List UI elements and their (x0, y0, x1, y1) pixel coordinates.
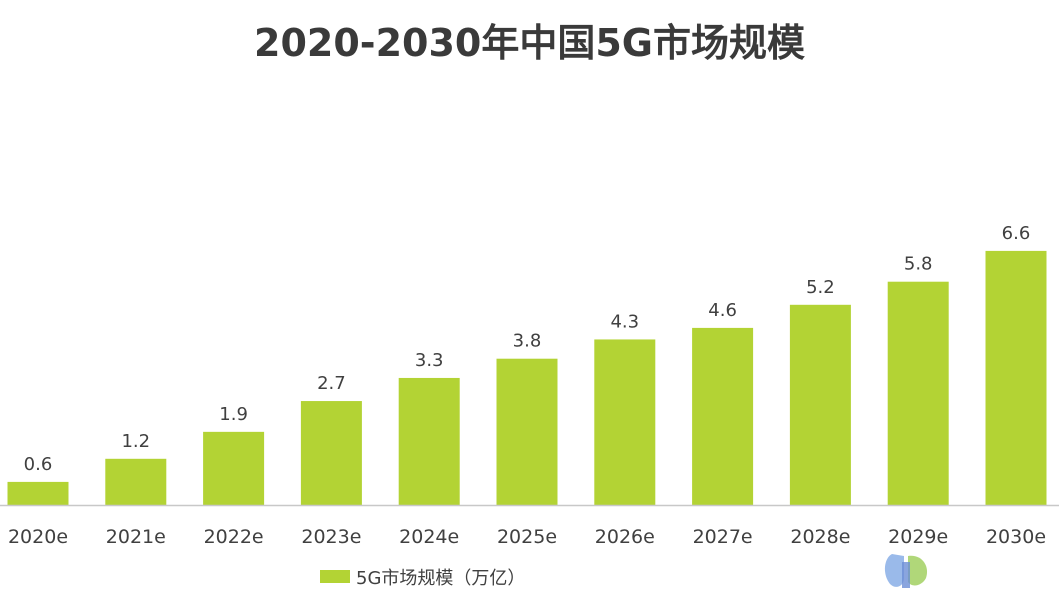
legend-swatch (320, 570, 350, 583)
bar-2024e (398, 377, 460, 505)
x-tick-2022e: 2022e (204, 526, 264, 548)
value-label-2030e: 6.6 (1002, 223, 1031, 244)
value-label-2020e: 0.6 (24, 454, 53, 475)
bar-2021e (105, 458, 167, 505)
value-label-2028e: 5.2 (806, 277, 835, 298)
watermark-logo-icon (884, 554, 928, 588)
x-tick-2027e: 2027e (693, 526, 753, 548)
value-label-2026e: 4.3 (610, 311, 639, 332)
bar-2022e (203, 431, 265, 505)
legend-label: 5G市场规模（万亿） (356, 568, 525, 589)
value-label-2029e: 5.8 (904, 254, 933, 275)
x-tick-2020e: 2020e (8, 526, 68, 548)
x-tick-2021e: 2021e (106, 526, 166, 548)
x-tick-2023e: 2023e (301, 526, 361, 548)
x-tick-2028e: 2028e (790, 526, 850, 548)
bar-2028e (789, 304, 851, 505)
value-label-2021e: 1.2 (121, 431, 150, 452)
value-label-2027e: 4.6 (708, 300, 737, 321)
bars-group (7, 250, 1047, 505)
value-label-2024e: 3.3 (415, 350, 444, 371)
legend: 5G市场规模（万亿） (320, 568, 525, 589)
bar-2020e (7, 481, 69, 505)
bar-2027e (692, 327, 754, 505)
bar-2026e (594, 339, 656, 505)
value-label-2025e: 3.8 (513, 331, 542, 352)
value-labels-group: 0.6 1.2 1.9 2.7 3.3 3.8 4.3 4.6 5.2 5.8 6.6 (24, 223, 1031, 475)
x-tick-2030e: 2030e (986, 526, 1046, 548)
x-tick-2025e: 2025e (497, 526, 557, 548)
chart-title: 2020-2030年中国5G市场规模 (254, 21, 805, 65)
x-tick-2026e: 2026e (595, 526, 655, 548)
x-tick-2029e: 2029e (888, 526, 948, 548)
bar-2029e (887, 281, 949, 505)
x-tick-labels-group: 2020e 2021e 2022e 2023e 2024e 2025e 2026e 2027e… (8, 526, 1046, 548)
bar-2025e (496, 358, 558, 505)
bar-2030e (985, 250, 1047, 505)
value-label-2023e: 2.7 (317, 373, 346, 394)
x-tick-2024e: 2024e (399, 526, 459, 548)
bar-2023e (300, 401, 362, 505)
value-label-2022e: 1.9 (219, 404, 248, 425)
